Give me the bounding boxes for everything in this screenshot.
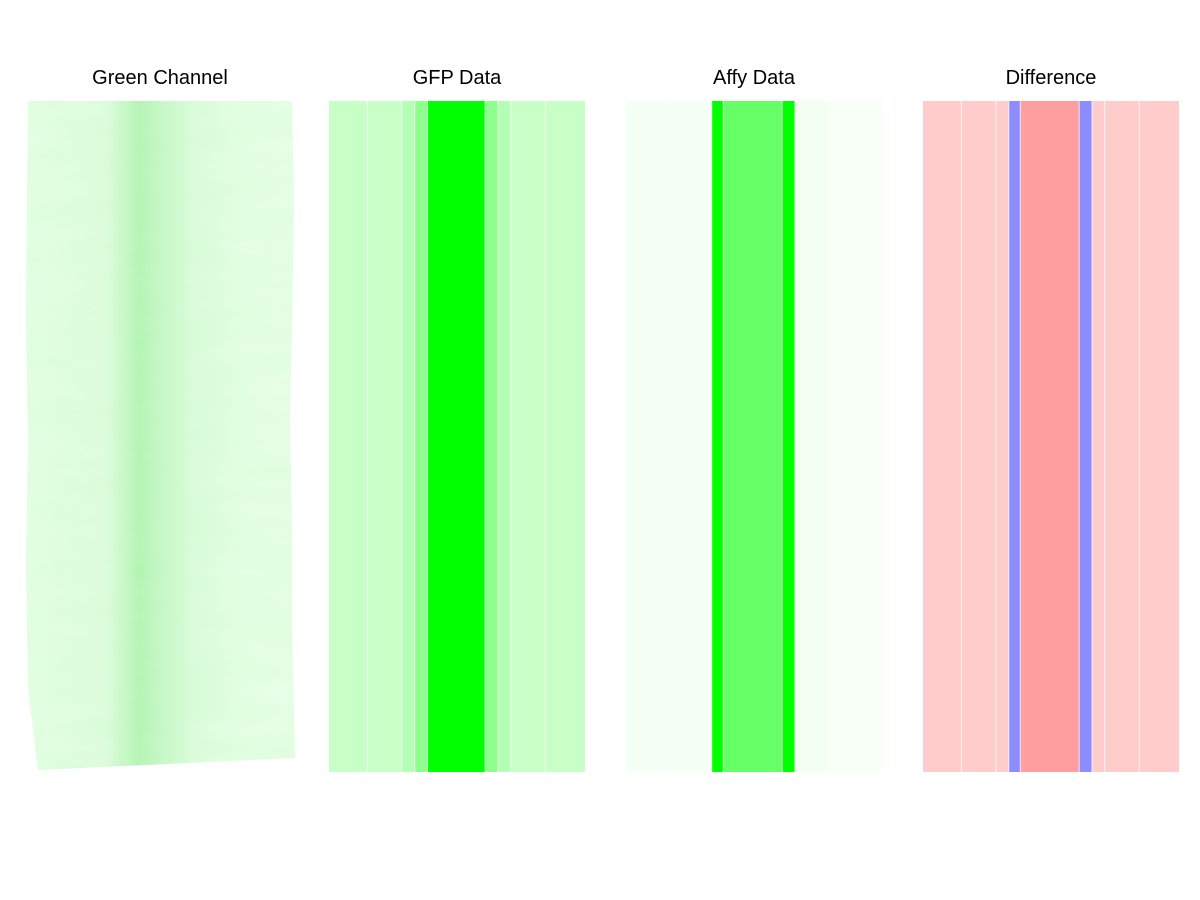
heatmap-band-2-6 — [794, 101, 829, 772]
heatmap-band-3-9 — [1139, 101, 1179, 772]
affy-data-heatmap — [626, 101, 882, 772]
panel-title-green-channel: Green Channel — [92, 67, 228, 89]
heatmap-band-1-5 — [427, 101, 486, 772]
heatmap-band-3-5 — [1020, 101, 1080, 772]
heatmap-band-2-2 — [669, 101, 712, 772]
difference-heatmap — [923, 101, 1179, 772]
heatmap-band-2-5 — [782, 101, 795, 772]
heatmap-band-1-3 — [401, 101, 415, 772]
heatmap-band-2-4 — [723, 101, 783, 772]
heatmap-band-1-8 — [510, 101, 546, 772]
heatmap-band-3-1 — [923, 101, 962, 772]
gfp-data-heatmap — [329, 101, 585, 772]
panel-title-gfp-data: GFP Data — [412, 67, 502, 89]
heatmap-band-1-6 — [485, 101, 498, 772]
heatmap-band-2-7 — [828, 101, 882, 772]
heatmap-band-3-4 — [1008, 101, 1021, 772]
heatmap-band-1-7 — [497, 101, 511, 772]
green-channel-texture — [26, 101, 295, 770]
heatmap-band-3-2 — [961, 101, 996, 772]
green-channel-image — [26, 101, 295, 770]
heatmap-band-2-1 — [626, 101, 670, 772]
heatmap-band-3-3 — [995, 101, 1009, 772]
panel-title-affy-data: Affy Data — [713, 67, 795, 89]
heatmap-band-3-7 — [1091, 101, 1105, 772]
heatmap-band-1-4 — [414, 101, 428, 772]
heatmap-band-2-3 — [711, 101, 724, 772]
heatmap-band-1-1 — [329, 101, 368, 772]
heatmap-band-1-9 — [545, 101, 585, 772]
heatmap-band-1-2 — [367, 101, 402, 772]
heatmap-band-3-8 — [1104, 101, 1140, 772]
heatmap-band-3-6 — [1079, 101, 1092, 772]
panel-title-difference: Difference — [1005, 67, 1097, 89]
